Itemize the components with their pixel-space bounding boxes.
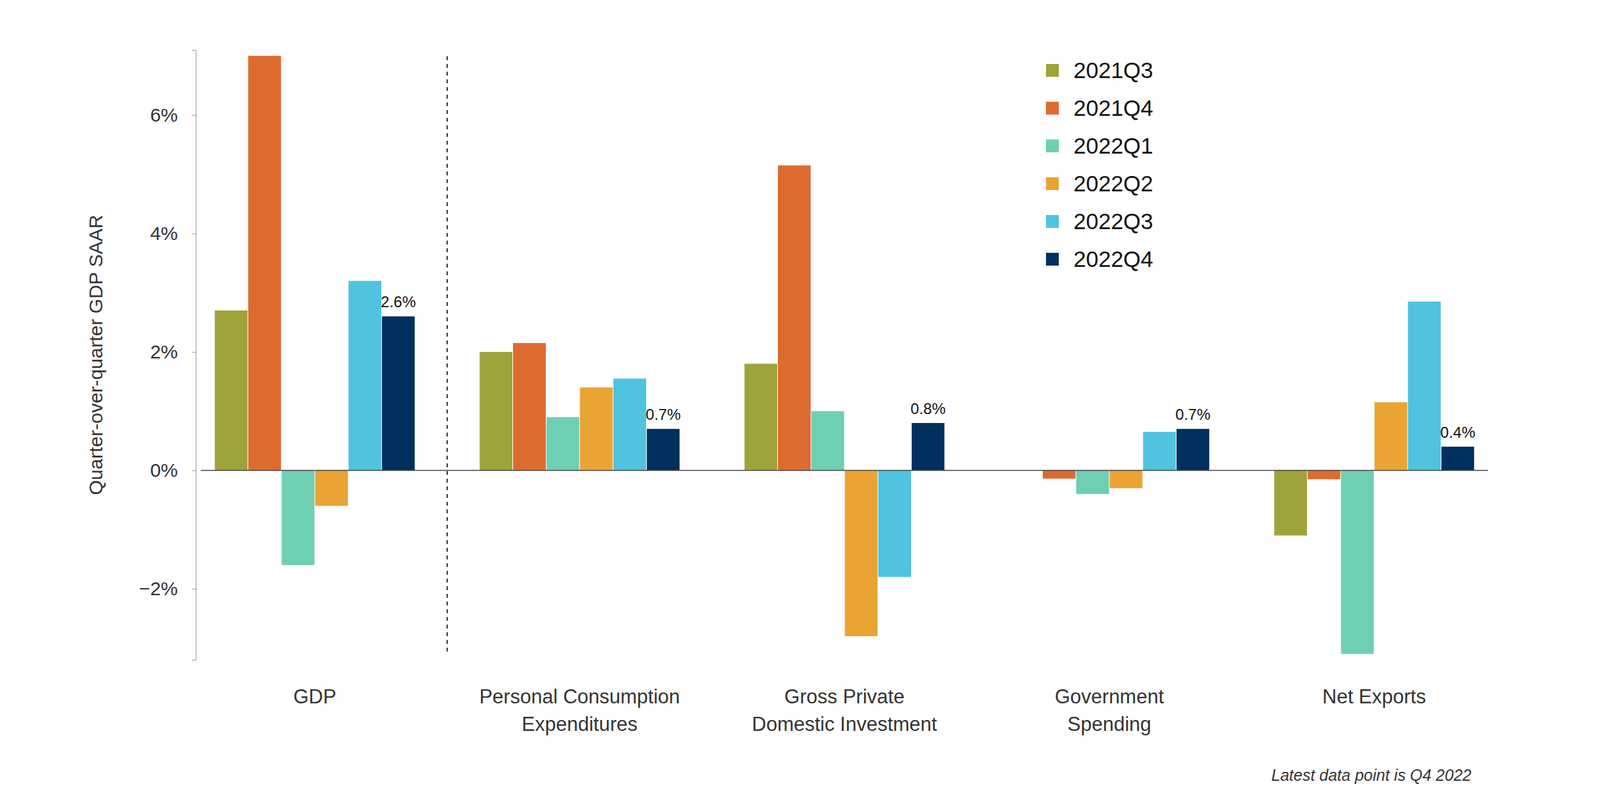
legend-item: 2022Q4 [1045,246,1154,272]
data-label: 0.4% [1440,423,1476,441]
separator [446,56,448,652]
bar [1076,470,1109,494]
bar [1109,470,1143,489]
bar [777,165,811,471]
legend-swatch [1045,214,1059,228]
legend-swatch [1045,139,1059,153]
bar [248,55,281,471]
legend-swatch [1045,252,1059,266]
legend-item: 2022Q3 [1045,208,1154,234]
bar [513,342,546,471]
bar [1374,402,1408,471]
chart: −2% 0% 2% 4% 6% Quarter-over-quarter GDP SAAR… [0,0,1600,800]
zero-line [200,469,1489,471]
legend-swatch [1045,101,1059,115]
legend-label: 2021Q3 [1073,57,1154,83]
y-tick: 4% [150,222,196,244]
bar [646,428,680,471]
x-tick: GovernmentSpending [1054,685,1165,736]
y-tick-label: 2% [150,340,178,363]
bar [580,387,613,471]
y-tick-mark [191,588,196,590]
bar [1274,470,1307,536]
bar [811,410,844,471]
bar [546,417,579,471]
bar [1143,431,1176,471]
bar [744,363,778,471]
data-label: 0.8% [910,399,946,418]
x-tick: Personal ConsumptionExpenditures [479,685,681,736]
y-tick: −2% [138,577,196,599]
legend-label: 2022Q3 [1073,208,1154,234]
bar [1340,470,1374,654]
x-tick-label: Net Exports [1322,685,1426,708]
x-tick-label: GovernmentSpending [1054,685,1165,736]
bar [348,280,382,471]
bar [281,470,315,565]
bar [1176,428,1210,471]
legend-label: 2021Q4 [1073,95,1154,121]
y-tick-label: 0% [150,459,178,481]
bar [1042,470,1076,479]
data-label: 0.7% [645,405,681,423]
y-tick-label: 6% [150,104,178,126]
x-tick-label: GDP [293,685,336,708]
data-label: 0.7% [1175,405,1211,423]
bar [878,470,911,578]
bar [381,316,415,471]
legend-item: 2022Q2 [1045,170,1154,196]
y-tick-mark [191,470,196,471]
legend-swatch [1045,63,1059,77]
y-axis-title: Quarter-over-quarter GDP SAAR [85,214,107,496]
bars [214,55,1475,654]
bar [1408,301,1441,471]
bar [911,422,945,471]
bar [315,470,349,507]
legend-label: 2022Q2 [1073,170,1154,196]
data-label: 2.6% [380,293,416,311]
x-axis: GDP Personal ConsumptionExpenditures Gross… [293,685,1426,736]
legend-item: 2021Q4 [1045,95,1154,121]
y-tick-label: 4% [150,222,178,244]
y-tick: 6% [150,104,196,126]
x-tick: GDP [293,685,336,708]
legend: 2021Q3 2021Q4 2022Q1 2022Q2 2022Q3 2022Q4 [1045,57,1154,272]
y-tick-mark [191,351,196,353]
y-tick-mark [191,233,196,235]
y-tick-label: −2% [138,577,178,599]
bar [479,351,513,471]
y-axis: −2% 0% 2% 4% 6% [138,50,196,661]
y-tick: 0% [150,459,196,481]
x-tick-label: Gross PrivateDomestic Investment [751,685,938,736]
legend-swatch [1045,177,1059,191]
bar [1307,470,1341,480]
legend-item: 2022Q1 [1045,133,1154,159]
x-tick: Gross PrivateDomestic Investment [751,685,938,736]
legend-item: 2021Q3 [1045,57,1154,83]
legend-label: 2022Q4 [1073,246,1154,272]
x-tick: Net Exports [1322,685,1426,708]
bar [845,470,878,636]
bar [214,310,248,471]
x-tick-label: Personal ConsumptionExpenditures [479,685,681,736]
y-tick: 2% [150,340,196,363]
note: Latest data point is Q4 2022 [1271,765,1472,784]
y-axis-line [191,50,197,661]
y-tick-mark [191,115,196,116]
bar [613,378,647,471]
bar [1441,446,1474,471]
legend-label: 2022Q1 [1073,133,1154,159]
